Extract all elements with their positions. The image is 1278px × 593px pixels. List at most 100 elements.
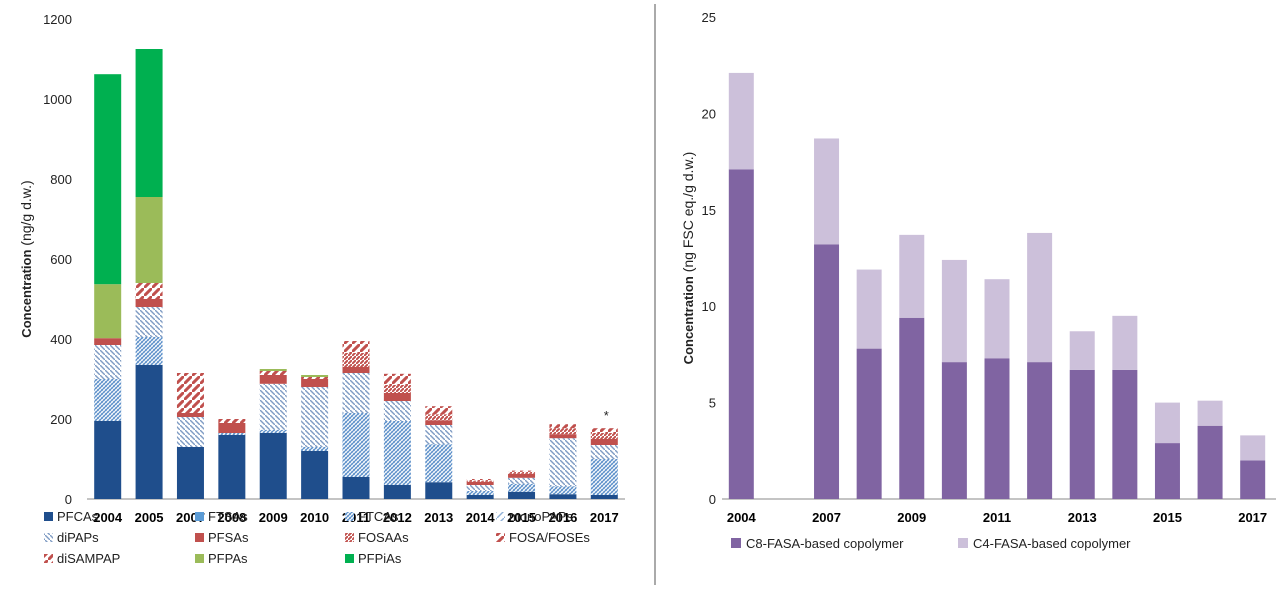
chart1-bar-pfcas-2013 — [425, 482, 453, 499]
chart1-legend-swatch — [496, 533, 505, 542]
chart2-legend-label: C4-FASA-based copolymer — [973, 536, 1131, 551]
chart2-bar-c4-fasa-based-copolymer-2016 — [1197, 400, 1223, 426]
chart1-bar-fosa-foses-2008 — [218, 419, 246, 423]
chart1-legend-label: diSAMPAP — [57, 551, 120, 566]
chart1-legend-swatch — [44, 554, 53, 563]
chart1-legend-label: FTSAs — [208, 509, 248, 524]
chart1-bar-dipaps-2012 — [383, 401, 411, 421]
chart1-legend-item-pfpas: PFPAs — [195, 551, 248, 566]
chart1-bar-pfsas-2017 — [590, 439, 618, 445]
chart1-legend-swatch — [496, 512, 505, 521]
chart2-legend: C8-FASA-based copolymer C4-FASA-based cop… — [731, 536, 1131, 551]
chart1-x-tick-label: 2009 — [259, 510, 288, 525]
chart1-y-tick-labels: 0 200 400 600 800 1000 1200 — [43, 12, 72, 507]
chart1-bar-pfsas-2013 — [425, 420, 453, 425]
chart2-bar-c4-fasa-based-copolymer-2007 — [814, 138, 840, 245]
chart1-x-tick-label: 2017 — [590, 510, 619, 525]
chart1-bar-dipaps-2004 — [94, 345, 122, 379]
chart2-bar-c8-fasa-based-copolymer-2011 — [984, 358, 1010, 499]
chart2-bar-c4-fasa-based-copolymer-2010 — [941, 259, 967, 363]
chart1-y-tick-label: 1200 — [43, 12, 72, 27]
chart1-x-tick-label: 2013 — [424, 510, 453, 525]
chart1-y-tick-label: 0 — [65, 492, 72, 507]
chart1-legend-item-monopaps: monoPAPs — [496, 509, 574, 524]
chart1-legend-swatch — [195, 512, 204, 521]
chart1-bar-pfsas-2016 — [549, 434, 577, 439]
chart2-legend-item-c8-fasa-based-copolymer: C8-FASA-based copolymer — [731, 536, 904, 551]
chart1-bar-dipaps-2010 — [301, 387, 329, 447]
chart1-y-tick-label: 400 — [50, 332, 72, 347]
chart1-legend-swatch — [345, 533, 354, 542]
chart2-bar-c8-fasa-based-copolymer-2012 — [1027, 362, 1053, 499]
chart1-bar-fosa-foses-2011 — [342, 341, 370, 353]
chart1-legend-label: diPAPs — [57, 530, 99, 545]
chart1-x-tick-label: 2015 — [507, 510, 536, 525]
chart1-bar-ftcas-2009 — [259, 429, 287, 433]
chart1-x-tick-label: 2005 — [135, 510, 164, 525]
chart1-bar-pfcas-2016 — [549, 494, 577, 499]
chart1-bar-dipaps-2017 — [590, 445, 618, 459]
chart1-bar-pfsas-2005 — [135, 299, 163, 307]
chart1-bars — [94, 49, 618, 499]
chart1-legend-item-fosaas: FOSAAs — [345, 530, 409, 545]
chart1-bar-ftcas-2017 — [590, 459, 618, 495]
chart2-legend-swatch — [958, 538, 968, 548]
chart2-x-tick-label: 2009 — [897, 510, 926, 525]
chart2-bar-c8-fasa-based-copolymer-2015 — [1154, 443, 1180, 499]
chart1-bar-pfpas-2004 — [94, 284, 122, 339]
chart1-legend-swatch — [345, 554, 354, 563]
chart2-bar-c8-fasa-based-copolymer-2013 — [1069, 369, 1095, 499]
chart1-bar-dipaps-2009 — [259, 383, 287, 430]
chart2-y-tick-label: 10 — [702, 299, 716, 314]
chart1-bar-pfsas-2014 — [466, 481, 494, 485]
chart1-legend-swatch — [44, 533, 53, 542]
chart1-legend-item-pfcas: PFCAs — [44, 509, 99, 524]
chart1-bar-ftcas-2008 — [218, 433, 246, 435]
chart1-bar-pfpias-2005 — [135, 49, 163, 197]
chart1-bar-pfcas-2012 — [383, 485, 411, 499]
chart1-legend-label: monoPAPs — [509, 509, 574, 524]
chart1-legend-label: PFPAs — [208, 551, 248, 566]
chart1-bar-fosaas-2013 — [425, 414, 453, 421]
chart1-y-tick-label: 600 — [50, 252, 72, 267]
chart1-legend-swatch — [44, 512, 53, 521]
chart2-y-tick-labels: 0 5 10 15 20 25 — [702, 10, 716, 507]
chart1-bar-pfsas-2009 — [259, 375, 287, 384]
chart1-legend-swatch — [195, 533, 204, 542]
chart2-x-tick-label: 2011 — [983, 510, 1011, 525]
chart1-bar-pfcas-2008 — [218, 435, 246, 499]
chart1-bar-fosa-foses-2015 — [508, 470, 536, 472]
chart1-bar-dipaps-2014 — [466, 485, 494, 491]
chart2-bar-c8-fasa-based-copolymer-2009 — [899, 317, 925, 499]
chart1-bar-fosa-foses-2017 — [590, 428, 618, 433]
chart1-bar-fosaas-2014 — [466, 480, 494, 482]
chart1-bar-pfsas-2007 — [176, 413, 204, 417]
chart1-legend-item-ftcas: FTCAs — [345, 509, 399, 524]
chart1-legend-label: FOSA/FOSEs — [509, 530, 590, 545]
chart1-y-tick-label: 1000 — [43, 92, 72, 107]
chart1-y-axis-label: Concentration (ng/g d.w.) — [18, 180, 34, 337]
chart1-bar-fosa-foses-2007 — [176, 373, 204, 413]
chart1-bar-pfcas-2007 — [176, 447, 204, 499]
chart2-bar-c8-fasa-based-copolymer-2016 — [1197, 425, 1223, 499]
chart1-legend-swatch — [345, 512, 354, 521]
chart1-bar-fosaas-2017 — [590, 433, 618, 439]
chart1-legend-item-fosa-foses: FOSA/FOSEs — [496, 530, 590, 545]
chart-fasa-copolymer-concentration: 2004 2007 2009 2011 2013 2015 2017 0510152025 … — [680, 10, 1276, 551]
chart1-bar-pfsas-2010 — [301, 379, 329, 387]
chart1-bar-ftcas-2005 — [135, 337, 163, 365]
chart1-bar-pfcas-2009 — [259, 433, 287, 499]
chart1-x-tick-label: 2016 — [548, 510, 577, 525]
chart1-bar-pfcas-2010 — [301, 451, 329, 499]
chart2-legend-swatch — [731, 538, 741, 548]
chart1-bar-fosa-foses-2016 — [549, 424, 577, 429]
chart1-legend-label: PFPiAs — [358, 551, 402, 566]
chart1-bar-dipaps-2005 — [135, 307, 163, 337]
chart1-bar-pfcas-2015 — [508, 491, 536, 499]
chart1-bar-ftcas-2004 — [94, 379, 122, 421]
chart1-bar-ftcas-2013 — [425, 444, 453, 483]
chart1-bar-fosa-foses-2005 — [135, 283, 163, 299]
chart1-bar-ftcas-2016 — [549, 486, 577, 495]
chart1-y-tick-label: 200 — [50, 412, 72, 427]
